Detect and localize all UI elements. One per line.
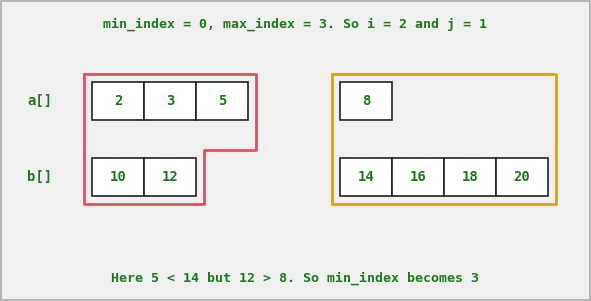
Bar <box>144 82 196 120</box>
Bar <box>496 158 548 196</box>
Text: 2: 2 <box>114 94 122 108</box>
Bar <box>196 82 248 120</box>
Text: 8: 8 <box>362 94 370 108</box>
Text: b[]: b[] <box>27 170 53 184</box>
Text: 16: 16 <box>410 170 426 184</box>
Bar <box>144 158 196 196</box>
Text: 5: 5 <box>218 94 226 108</box>
Text: 3: 3 <box>166 94 174 108</box>
Bar <box>92 82 144 120</box>
Text: min_index = 0, max_index = 3. So i = 2 and j = 1: min_index = 0, max_index = 3. So i = 2 a… <box>103 17 487 31</box>
Bar <box>340 82 392 120</box>
Bar <box>444 158 496 196</box>
Text: 20: 20 <box>514 170 530 184</box>
Text: Here 5 < 14 but 12 > 8. So min_index becomes 3: Here 5 < 14 but 12 > 8. So min_index bec… <box>111 271 479 285</box>
Text: 18: 18 <box>462 170 478 184</box>
Bar <box>92 158 144 196</box>
Text: 10: 10 <box>109 170 126 184</box>
Bar <box>340 158 392 196</box>
Text: 14: 14 <box>358 170 374 184</box>
Text: 12: 12 <box>161 170 178 184</box>
Text: a[]: a[] <box>27 94 53 108</box>
Bar <box>392 158 444 196</box>
